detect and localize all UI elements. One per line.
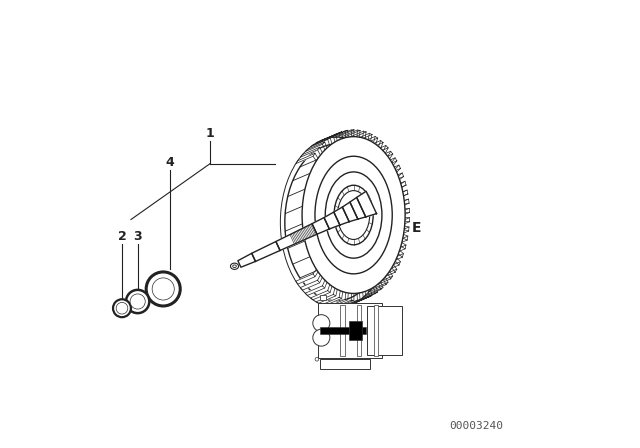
Polygon shape [358, 137, 378, 146]
Polygon shape [392, 227, 409, 238]
Bar [320, 359, 370, 369]
Polygon shape [334, 207, 349, 225]
Polygon shape [252, 241, 280, 262]
Ellipse shape [285, 144, 388, 301]
Ellipse shape [315, 358, 319, 361]
Polygon shape [374, 276, 393, 286]
Ellipse shape [113, 299, 131, 317]
Polygon shape [385, 254, 404, 265]
Polygon shape [392, 199, 409, 211]
Bar [321, 295, 326, 300]
Text: 2: 2 [118, 230, 126, 243]
Polygon shape [238, 253, 255, 267]
Polygon shape [324, 212, 340, 229]
Polygon shape [374, 151, 393, 161]
Polygon shape [310, 291, 330, 300]
Text: 4: 4 [166, 156, 174, 169]
Ellipse shape [313, 314, 330, 332]
Polygon shape [346, 298, 366, 306]
Polygon shape [369, 146, 388, 155]
Ellipse shape [230, 263, 239, 269]
Polygon shape [334, 300, 354, 308]
Bar [374, 305, 378, 356]
Polygon shape [392, 208, 410, 220]
Polygon shape [378, 158, 397, 168]
Bar [349, 321, 362, 340]
Polygon shape [342, 202, 358, 222]
Polygon shape [369, 282, 388, 292]
Polygon shape [385, 173, 404, 184]
Ellipse shape [152, 278, 174, 300]
Ellipse shape [337, 190, 370, 240]
Polygon shape [364, 141, 383, 150]
Polygon shape [378, 269, 397, 280]
Bar [357, 305, 362, 356]
Polygon shape [300, 147, 319, 157]
Polygon shape [305, 286, 324, 295]
Polygon shape [296, 153, 315, 164]
Ellipse shape [116, 302, 128, 314]
Polygon shape [340, 130, 360, 138]
Ellipse shape [126, 290, 149, 313]
Polygon shape [358, 292, 378, 301]
Polygon shape [352, 296, 372, 304]
Bar [317, 303, 383, 358]
Bar [340, 305, 345, 356]
Polygon shape [340, 300, 360, 307]
Text: 3: 3 [133, 230, 142, 243]
Ellipse shape [233, 265, 236, 267]
Ellipse shape [146, 272, 180, 306]
Ellipse shape [334, 185, 373, 245]
Ellipse shape [313, 329, 330, 346]
Polygon shape [390, 190, 408, 201]
Polygon shape [346, 131, 366, 139]
Polygon shape [328, 299, 348, 307]
Polygon shape [276, 224, 317, 250]
Polygon shape [316, 294, 336, 303]
Polygon shape [388, 181, 406, 193]
Polygon shape [310, 138, 330, 147]
Polygon shape [316, 134, 336, 143]
Ellipse shape [315, 156, 392, 274]
Ellipse shape [302, 137, 405, 293]
Bar [320, 327, 365, 334]
Polygon shape [328, 130, 348, 138]
Polygon shape [312, 218, 330, 234]
Polygon shape [381, 165, 401, 176]
Text: 00003240: 00003240 [450, 421, 504, 431]
Text: E: E [412, 221, 421, 235]
Polygon shape [392, 218, 410, 229]
Polygon shape [305, 142, 324, 151]
Polygon shape [381, 262, 401, 272]
Ellipse shape [325, 172, 382, 258]
Polygon shape [322, 132, 342, 140]
Polygon shape [390, 236, 408, 247]
Polygon shape [350, 198, 365, 219]
Polygon shape [356, 191, 376, 217]
Polygon shape [296, 274, 315, 284]
Polygon shape [322, 297, 342, 306]
Ellipse shape [130, 294, 145, 309]
Polygon shape [352, 134, 372, 142]
Polygon shape [300, 280, 319, 290]
Polygon shape [364, 288, 383, 297]
Polygon shape [388, 245, 406, 256]
Polygon shape [334, 130, 354, 137]
Text: 1: 1 [206, 127, 214, 140]
Bar [367, 306, 403, 355]
